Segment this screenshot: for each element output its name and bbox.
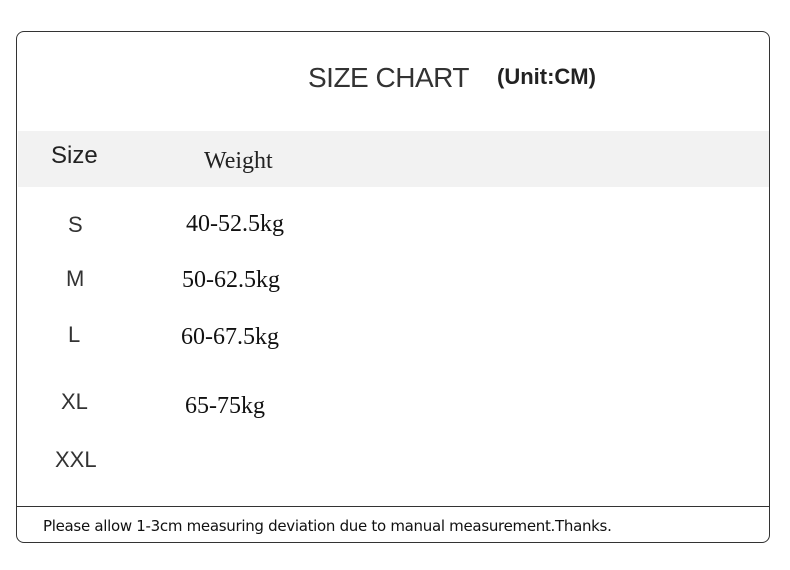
size-cell: S xyxy=(68,212,83,237)
footer-note: Please allow 1-3cm measuring deviation d… xyxy=(43,517,612,535)
footer-divider xyxy=(17,506,769,507)
weight-cell: 50-62.5kg xyxy=(182,267,280,293)
size-cell: M xyxy=(66,266,85,291)
unit-label: (Unit:CM) xyxy=(497,64,596,89)
header-weight: Weight xyxy=(204,148,273,174)
header-size: Size xyxy=(51,142,98,169)
weight-cell: 65-75kg xyxy=(185,393,265,419)
weight-cell: 40-52.5kg xyxy=(186,211,284,237)
size-cell: L xyxy=(68,322,81,347)
chart-frame xyxy=(16,31,770,543)
size-cell: XXL xyxy=(55,447,97,472)
size-cell: XL xyxy=(61,389,88,414)
weight-cell: 60-67.5kg xyxy=(181,324,279,350)
header-row xyxy=(18,131,769,187)
chart-title: SIZE CHART xyxy=(308,62,469,93)
